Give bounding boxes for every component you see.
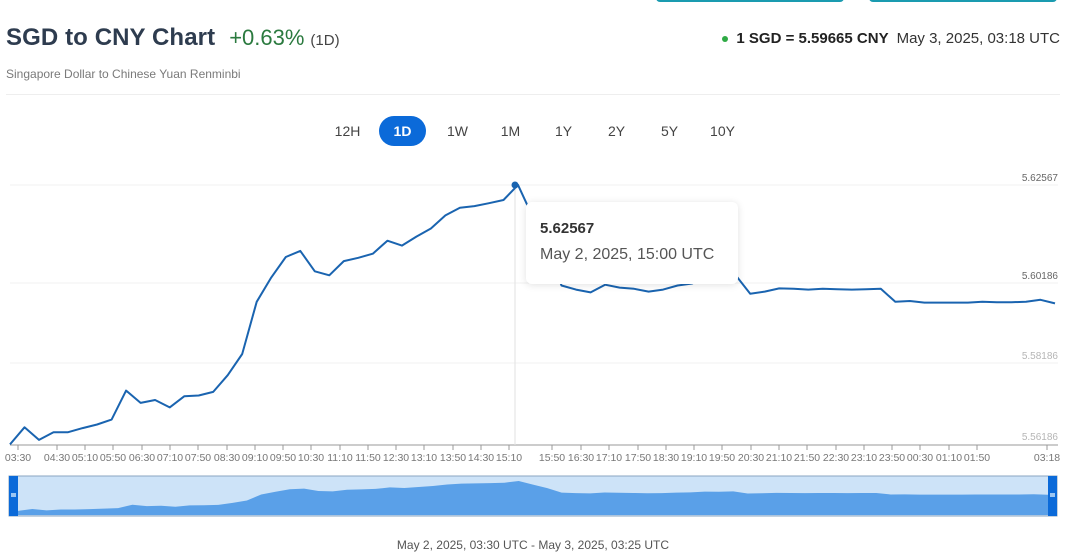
- x-tick-label: 05:50: [99, 452, 127, 464]
- x-tick-label: 22:30: [822, 452, 850, 464]
- tab-2y[interactable]: 2Y: [607, 123, 626, 139]
- tab-5y[interactable]: 5Y: [660, 123, 679, 139]
- x-tick-label: 05:10: [71, 452, 99, 464]
- x-tick-label: 17:10: [595, 452, 623, 464]
- x-tick-label: 18:30: [652, 452, 680, 464]
- x-tick-label: 10:30: [297, 452, 325, 464]
- tab-1d[interactable]: 1D: [379, 116, 426, 146]
- x-tick-label: 23:10: [850, 452, 878, 464]
- tab-1y[interactable]: 1Y: [554, 123, 573, 139]
- x-tick-label: 07:10: [156, 452, 184, 464]
- x-tick-label: 08:30: [213, 452, 241, 464]
- x-tick-label: 09:10: [241, 452, 269, 464]
- x-tick-label: 13:10: [410, 452, 438, 464]
- pair-subtitle: Singapore Dollar to Chinese Yuan Renminb…: [6, 67, 241, 81]
- x-tick-label: 11:50: [355, 452, 381, 464]
- x-tick-label: 04:30: [43, 452, 71, 464]
- x-tick-label: 03:30: [4, 452, 32, 464]
- x-tick-label: 21:10: [765, 452, 793, 464]
- top-button-left[interactable]: [656, 0, 844, 2]
- rate-value: 1 SGD = 5.59665 CNY: [736, 30, 889, 47]
- navigator[interactable]: [9, 476, 1057, 516]
- change-percent: +0.63%: [229, 25, 305, 50]
- page-title: SGD to CNY Chart: [6, 24, 216, 51]
- x-tick-label: 21:50: [793, 452, 821, 464]
- x-tick-label: 07:50: [184, 452, 212, 464]
- navigator-left-handle[interactable]: [9, 476, 18, 516]
- y-label-bottom: 5.56186: [1021, 432, 1058, 443]
- x-tick-label: 20:30: [737, 452, 765, 464]
- x-tick-label: 19:10: [680, 452, 708, 464]
- x-tick-label: 09:50: [269, 452, 297, 464]
- x-tick-label: 06:30: [128, 452, 156, 464]
- tooltip: 5.62567 May 2, 2025, 15:00 UTC: [526, 202, 738, 284]
- chart-header: SGD to CNY Chart +0.63% (1D): [6, 24, 340, 52]
- x-tick-label: 03:18: [1033, 452, 1061, 464]
- x-tick-label: 13:50: [439, 452, 467, 464]
- navigator-right-handle[interactable]: [1048, 476, 1057, 516]
- x-tick-label: 15:50: [538, 452, 566, 464]
- x-tick-label: 12:30: [382, 452, 410, 464]
- divider: [6, 94, 1060, 95]
- x-tick-label: 01:10: [935, 452, 963, 464]
- date-range-label: May 2, 2025, 03:30 UTC - May 3, 2025, 03…: [396, 538, 670, 552]
- x-axis-ticks: [17, 445, 1048, 450]
- x-tick-label: 14:30: [467, 452, 495, 464]
- tab-12h[interactable]: 12H: [334, 123, 361, 139]
- y-label-top: 5.62567: [1021, 173, 1058, 184]
- change-period: (1D): [310, 32, 340, 49]
- x-tick-label: 19:50: [708, 452, 736, 464]
- x-tick-label: 16:30: [567, 452, 595, 464]
- live-dot-icon: [722, 35, 729, 42]
- rate-timestamp: May 3, 2025, 03:18 UTC: [896, 30, 1060, 47]
- tab-10y[interactable]: 10Y: [710, 123, 735, 139]
- tab-1m[interactable]: 1M: [500, 123, 521, 139]
- x-tick-label: 00:30: [906, 452, 934, 464]
- y-label-2: 5.60186: [1021, 271, 1058, 282]
- navigator-area: [18, 481, 1048, 515]
- x-tick-label: 15:10: [495, 452, 523, 464]
- tab-1w[interactable]: 1W: [447, 123, 468, 139]
- x-tick-label: 11:10: [327, 452, 353, 464]
- x-tick-label: 01:50: [963, 452, 991, 464]
- period-tabs: 12H 1D 1W 1M 1Y 2Y 5Y 10Y: [322, 116, 750, 146]
- y-label-3: 5.58186: [1021, 351, 1058, 362]
- hover-point: [511, 181, 519, 189]
- top-buttons: [0, 0, 1076, 4]
- tooltip-value: 5.62567: [540, 220, 595, 237]
- tooltip-date: May 2, 2025, 15:00 UTC: [540, 246, 715, 263]
- x-tick-label: 17:50: [624, 452, 652, 464]
- x-tick-label: 23:50: [878, 452, 906, 464]
- top-button-right[interactable]: [869, 0, 1057, 2]
- current-rate: 1 SGD = 5.59665 CNY May 3, 2025, 03:18 U…: [722, 30, 1060, 47]
